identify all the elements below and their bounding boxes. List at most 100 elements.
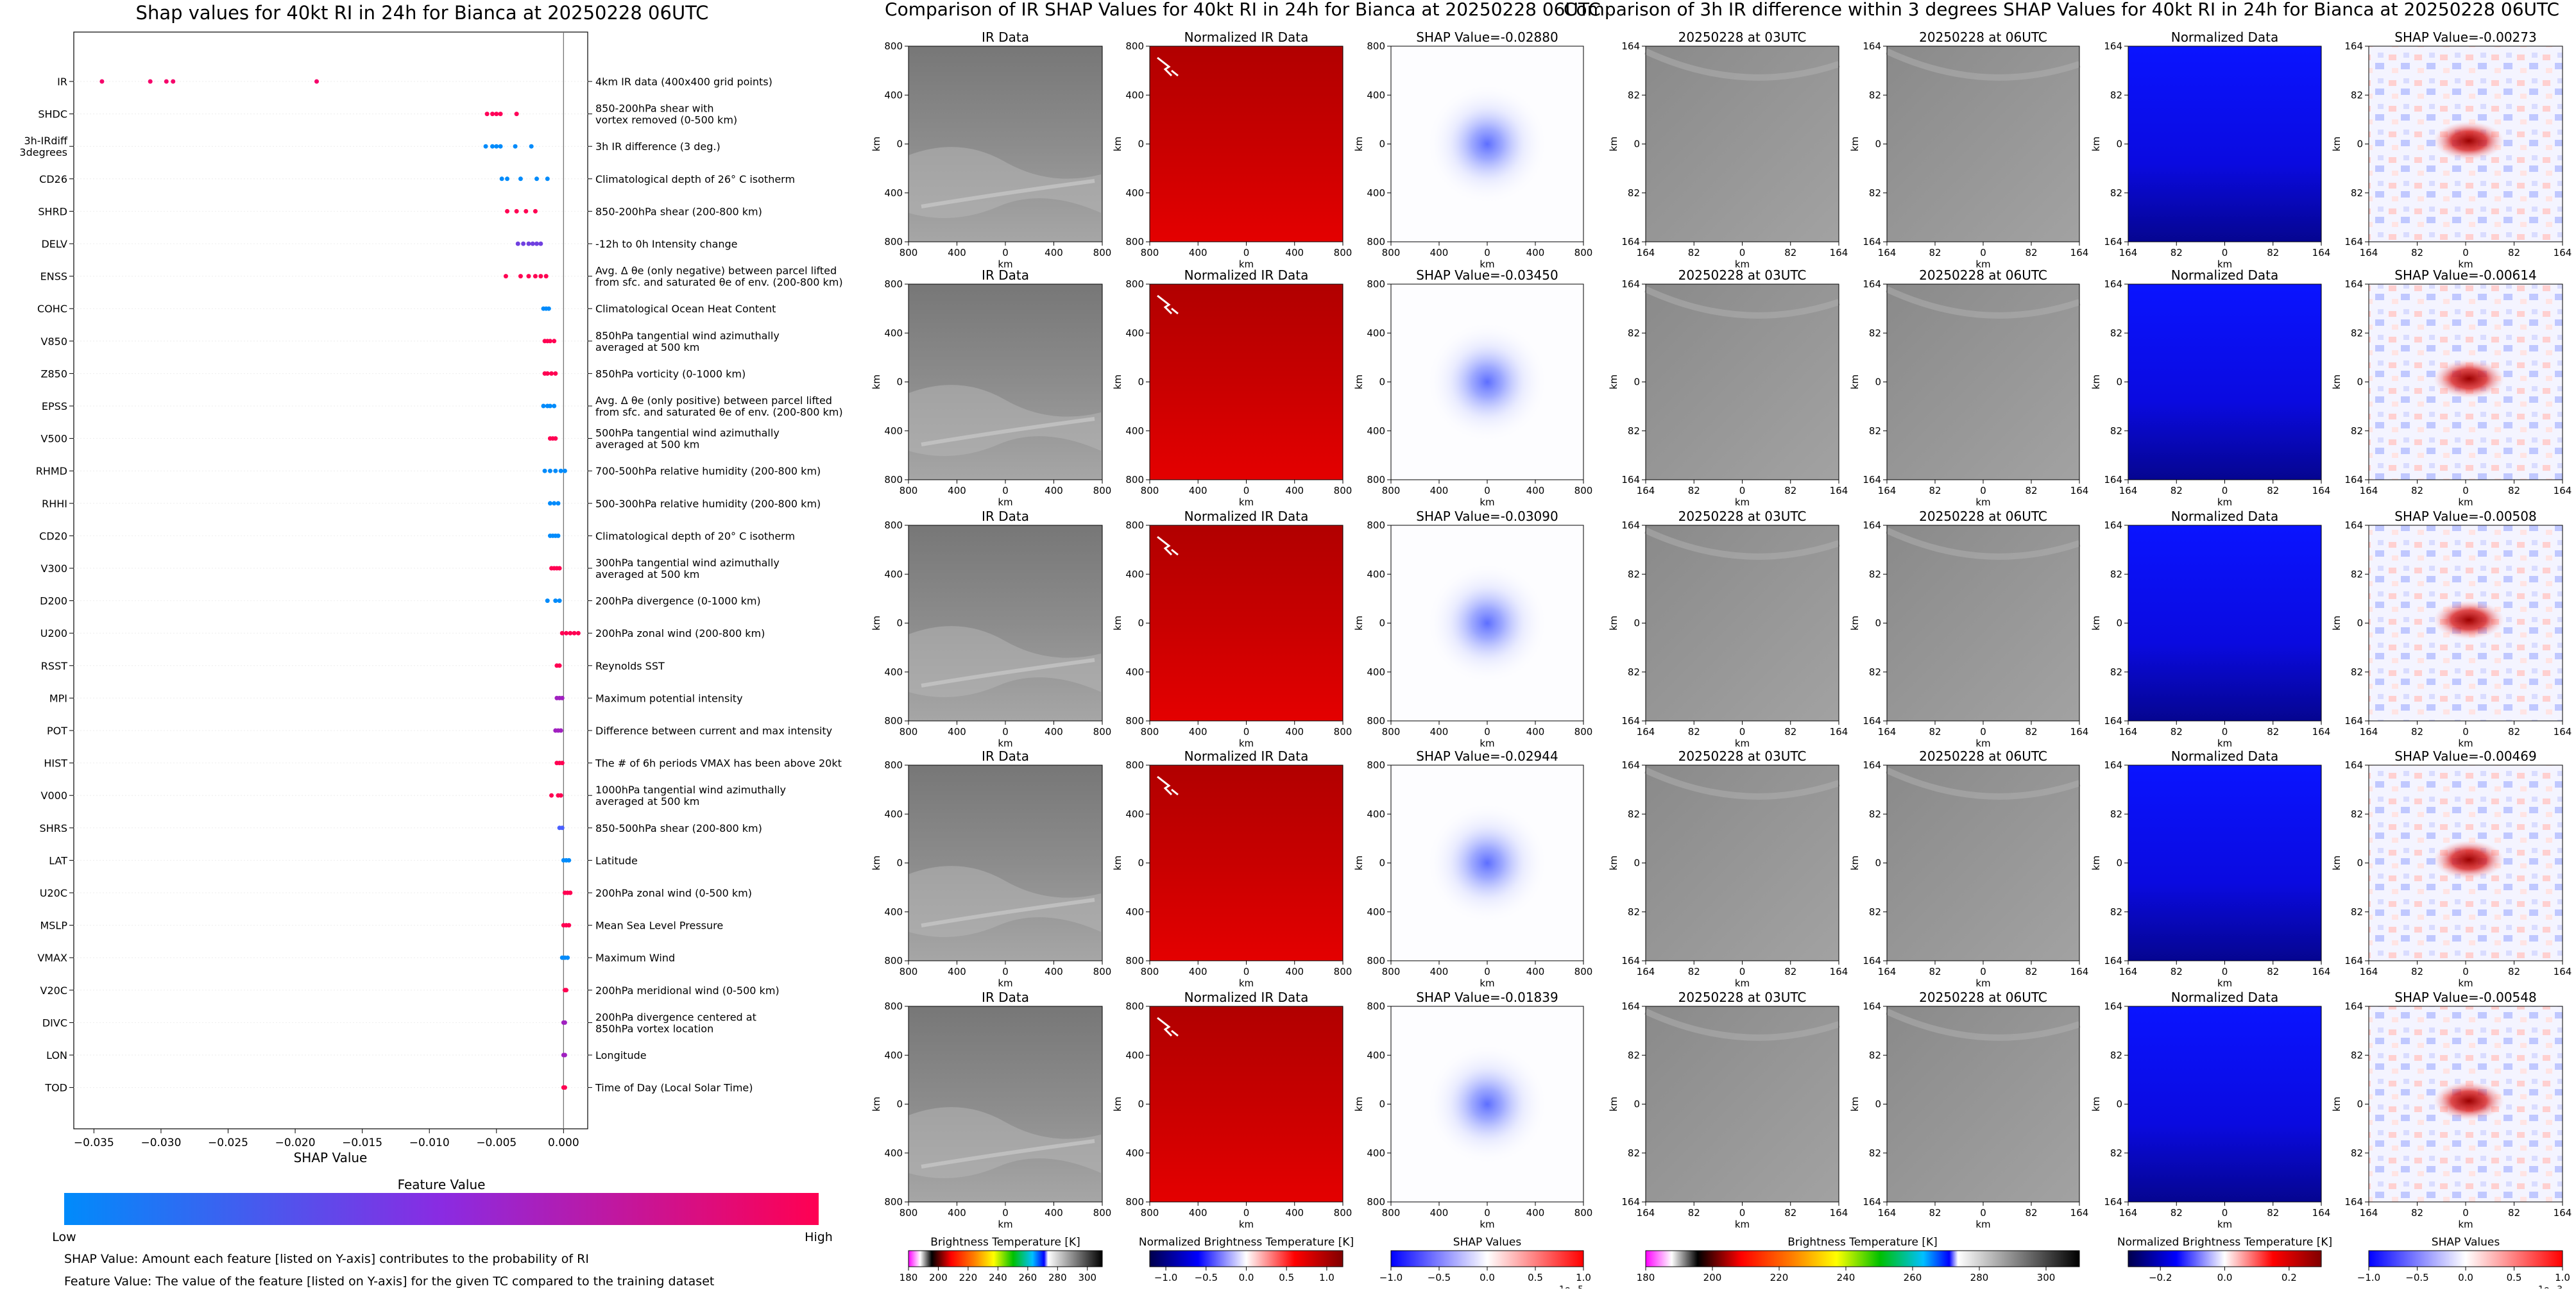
- x-tick-label: 0.000: [548, 1137, 579, 1149]
- x-tick-label: 0: [2462, 247, 2469, 258]
- shap-point: [526, 274, 531, 279]
- shap-panel-title: SHAP Value=-0.00273: [2394, 30, 2536, 45]
- y-tick-label: 0: [1379, 139, 1385, 150]
- feature-name-label: LON: [46, 1049, 67, 1061]
- x-axis-label: km: [1735, 738, 1750, 749]
- colorbar-tick-label: −0.5: [1428, 1272, 1451, 1283]
- shap-point: [148, 79, 153, 84]
- x-tick-label: 164: [2360, 726, 2378, 738]
- x-tick-label: 800: [1334, 726, 1352, 738]
- y-tick-label: 0: [2116, 139, 2122, 150]
- y-tick-label: 82: [1869, 327, 1881, 339]
- feature-description-label: 850-500hPa shear (200-800 km): [595, 822, 762, 834]
- normalized-ir-image: [1150, 1006, 1343, 1202]
- y-tick-label: 0: [1379, 1099, 1385, 1110]
- x-tick-label: 400: [1045, 485, 1063, 496]
- y-tick-label: 164: [1863, 759, 1881, 771]
- x-tick-label: 0: [1002, 726, 1009, 738]
- x-tick-label: 800: [1574, 485, 1593, 496]
- x-axis-label: km: [2217, 977, 2232, 989]
- x-tick-label: 164: [1830, 1207, 1848, 1219]
- y-tick-label: 400: [1125, 327, 1144, 339]
- cloud-streak: [921, 417, 1095, 446]
- x-axis-label: km: [1480, 496, 1494, 508]
- y-tick-label: 164: [2344, 955, 2363, 967]
- colorbar-tick-label: 300: [1078, 1272, 1096, 1283]
- colorbar-high-label: High: [805, 1230, 833, 1244]
- shap-point: [533, 208, 538, 214]
- cloud-band: [1885, 1008, 2081, 1041]
- x-axis-label: km: [2458, 738, 2473, 749]
- y-axis-label: km: [2331, 1097, 2342, 1111]
- shap-point: [483, 144, 488, 149]
- x-tick-label: 82: [2411, 1207, 2423, 1219]
- x-tick-label: 82: [1784, 1207, 1796, 1219]
- data-panel-title: 20250228 at 03UTC: [1678, 509, 1807, 524]
- colorbar-label: SHAP Values: [2432, 1236, 2500, 1249]
- x-tick-label: 82: [1784, 726, 1796, 738]
- y-tick-label: 164: [2104, 759, 2122, 771]
- y-tick-label: 82: [1869, 808, 1881, 820]
- feature-name-label: 3h-IRdiff: [24, 135, 68, 147]
- feature-name-label: V000: [41, 790, 67, 802]
- x-axis-label: km: [2458, 496, 2473, 508]
- data-panel-title: Normalized IR Data: [1184, 509, 1309, 524]
- normalized-ir-image: [1150, 46, 1343, 242]
- x-tick-label: 164: [2554, 1207, 2572, 1219]
- y-tick-label: 400: [884, 808, 903, 820]
- y-tick-label: 800: [1367, 1196, 1385, 1208]
- shap-point: [558, 468, 563, 473]
- feature-description-label: 850hPa tangential wind azimuthally: [595, 330, 780, 342]
- colorbar-low-label: Low: [52, 1230, 76, 1244]
- feature-description-label: 850-200hPa shear (200-800 km): [595, 205, 762, 217]
- feature-value-note: Feature Value: The value of the feature …: [64, 1274, 715, 1289]
- shap-point: [557, 566, 562, 571]
- x-tick-label: 164: [1637, 966, 1655, 977]
- x-tick-label: 800: [1382, 485, 1401, 496]
- y-tick-label: 0: [896, 618, 903, 629]
- x-tick-label: 0: [1739, 1207, 1746, 1219]
- shap-point: [556, 501, 561, 506]
- y-tick-label: 0: [896, 1099, 903, 1110]
- x-tick-label: 0: [1243, 966, 1250, 977]
- feature-description-label: Mean Sea Level Pressure: [595, 920, 723, 932]
- positive-shap-blob: [2434, 359, 2504, 398]
- feature-description-label: 200hPa zonal wind (0-500 km): [595, 887, 752, 899]
- y-tick-label: 164: [1621, 278, 1640, 290]
- x-axis-label: km: [1735, 1219, 1750, 1230]
- y-axis-label: km: [1849, 1097, 1861, 1111]
- x-axis-label: km: [2458, 258, 2473, 270]
- x-axis-label: km: [2217, 738, 2232, 749]
- data-panel-title: Normalized Data: [2171, 30, 2279, 45]
- y-tick-label: 800: [884, 715, 903, 727]
- y-tick-label: 82: [2110, 187, 2122, 199]
- x-tick-label: 82: [2267, 966, 2279, 977]
- y-tick-label: 400: [1125, 425, 1144, 437]
- y-tick-label: 800: [884, 520, 903, 531]
- y-tick-label: 82: [2351, 1147, 2363, 1159]
- x-tick-label: 164: [1878, 247, 1897, 258]
- y-axis-label: km: [1112, 375, 1123, 389]
- x-axis-label: km: [1480, 1219, 1494, 1230]
- shap-point: [547, 339, 552, 344]
- y-tick-label: 800: [1367, 715, 1385, 727]
- data-panel-title: 20250228 at 06UTC: [1919, 748, 2047, 764]
- x-axis-label: km: [1975, 258, 1990, 270]
- feature-description-label: Climatological Ocean Heat Content: [595, 303, 776, 315]
- y-tick-label: 82: [2110, 1049, 2122, 1061]
- data-panel-title: Normalized IR Data: [1184, 990, 1309, 1005]
- colorbar-label: Brightness Temperature [K]: [930, 1236, 1080, 1249]
- x-tick-label: 0: [1980, 726, 1986, 738]
- y-axis-label: km: [2090, 137, 2102, 151]
- y-axis-label: km: [871, 1097, 882, 1111]
- shap-point: [564, 988, 569, 993]
- x-tick-label: 82: [2171, 726, 2183, 738]
- y-axis-label: km: [1849, 856, 1861, 870]
- x-tick-label: 82: [2508, 1207, 2520, 1219]
- feature-name-label: RHMD: [36, 465, 67, 477]
- x-tick-label: 400: [1526, 966, 1545, 977]
- x-tick-label: 82: [2411, 485, 2423, 496]
- x-tick-label: 400: [1285, 966, 1304, 977]
- x-tick-label: 800: [1334, 247, 1352, 258]
